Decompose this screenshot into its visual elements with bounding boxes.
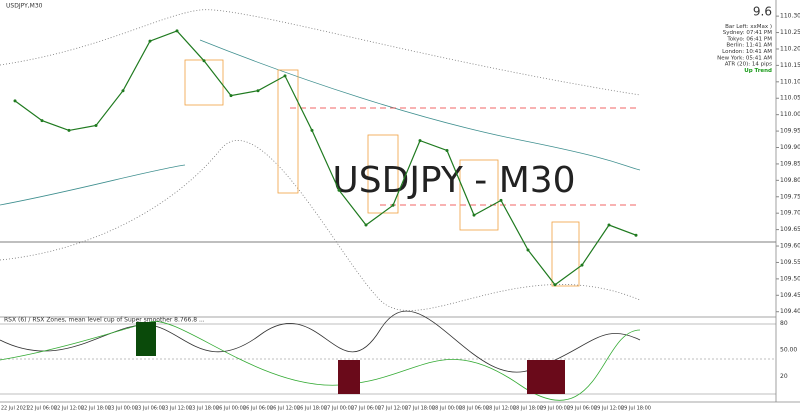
y-tick-label: 109.800	[780, 177, 800, 184]
price-point	[121, 89, 125, 93]
x-tick-label: 27 Jul 06:00	[351, 406, 381, 412]
x-tick-label: 22 Jul 2021	[1, 406, 29, 412]
x-tick-label: 22 Jul 06:00	[27, 406, 57, 412]
indicator-level-label: 20	[780, 373, 788, 380]
x-tick-label: 23 Jul 12:00	[162, 406, 192, 412]
x-tick-label: 29 Jul 18:00	[621, 406, 651, 412]
price-point	[175, 29, 179, 33]
info-line: 9.6	[753, 5, 772, 19]
y-tick-label: 109.650	[780, 226, 800, 233]
x-tick-label: 26 Jul 06:00	[243, 406, 273, 412]
x-tick-label: 23 Jul 06:00	[135, 406, 165, 412]
price-point	[283, 74, 287, 78]
price-point	[364, 223, 368, 227]
info-line: Tokyo: 06:41 PM	[726, 36, 772, 42]
x-tick-label: 22 Jul 12:00	[54, 406, 84, 412]
price-point	[67, 128, 71, 132]
price-point	[607, 223, 611, 227]
price-point	[310, 128, 314, 132]
chart-title: USDJPY,M30	[6, 3, 43, 10]
y-tick-label: 110.200	[780, 45, 800, 52]
y-tick-label: 109.750	[780, 193, 800, 200]
y-tick-label: 109.450	[780, 292, 800, 299]
decor	[0, 0, 800, 403]
x-tick-label: 28 Jul 00:00	[432, 406, 462, 412]
x-tick-label: 28 Jul 18:00	[513, 406, 543, 412]
x-tick-label: 26 Jul 12:00	[270, 406, 300, 412]
info-line: Bar Left: xxMax )	[725, 24, 772, 30]
info-line: ATR (20): 14 pips	[725, 62, 772, 68]
price-point	[229, 94, 233, 98]
info-line: London: 10:41 AM	[722, 49, 772, 55]
y-tick-label: 109.850	[780, 160, 800, 167]
x-tick-label: 23 Jul 00:00	[108, 406, 138, 412]
price-point	[472, 213, 476, 217]
x-tick-label: 29 Jul 12:00	[594, 406, 624, 412]
info-line: Up Trend	[744, 68, 772, 74]
price-point	[337, 188, 341, 192]
price-point	[526, 248, 530, 252]
price-point	[499, 198, 503, 202]
price-point	[148, 39, 152, 43]
y-tick-label: 110.000	[780, 111, 800, 118]
price-point	[418, 139, 422, 143]
y-tick-label: 109.500	[780, 275, 800, 282]
price-point	[553, 283, 557, 287]
y-tick-label: 109.950	[780, 128, 800, 135]
price-point	[202, 59, 206, 63]
x-tick-label: 27 Jul 18:00	[405, 406, 435, 412]
x-tick-label: 26 Jul 00:00	[216, 406, 246, 412]
y-tick-label: 109.550	[780, 259, 800, 266]
indicator-level-label: 50.00	[780, 347, 797, 354]
indicator-level-label: 80	[780, 320, 788, 327]
y-tick-label: 109.600	[780, 243, 800, 250]
price-point	[634, 233, 638, 237]
info-line: Sydney: 07:41 PM	[723, 30, 772, 36]
info-line: Berlin: 11:41 AM	[726, 43, 772, 49]
x-tick-label: 29 Jul 06:00	[567, 406, 597, 412]
info-line: New York: 05:41 AM	[717, 55, 772, 61]
price-point	[94, 124, 98, 128]
y-tick-label: 109.400	[780, 308, 800, 315]
y-tick-label: 109.700	[780, 210, 800, 217]
y-tick-label: 110.150	[780, 62, 800, 69]
price-point	[391, 203, 395, 207]
x-tick-label: 22 Jul 18:00	[81, 406, 111, 412]
price-point	[256, 89, 260, 93]
price-line	[14, 30, 637, 286]
y-tick-label: 110.250	[780, 29, 800, 36]
x-tick-label: 23 Jul 18:00	[189, 406, 219, 412]
price-point	[13, 99, 17, 103]
price-point	[40, 119, 44, 123]
indicator-title: RSX (6) / RSX Zones, mean level cup of S…	[4, 317, 205, 324]
y-tick-label: 109.900	[780, 144, 800, 151]
x-tick-label: 28 Jul 06:00	[459, 406, 489, 412]
price-point	[445, 148, 449, 152]
x-tick-label: 27 Jul 00:00	[324, 406, 354, 412]
y-tick-label: 110.100	[780, 78, 800, 85]
x-tick-label: 26 Jul 18:00	[297, 406, 327, 412]
price-point	[580, 263, 584, 267]
x-tick-label: 28 Jul 12:00	[486, 406, 516, 412]
y-tick-label: 110.300	[780, 13, 800, 20]
x-tick-label: 27 Jul 12:00	[378, 406, 408, 412]
y-tick-label: 110.050	[780, 95, 800, 102]
x-tick-label: 29 Jul 00:00	[540, 406, 570, 412]
